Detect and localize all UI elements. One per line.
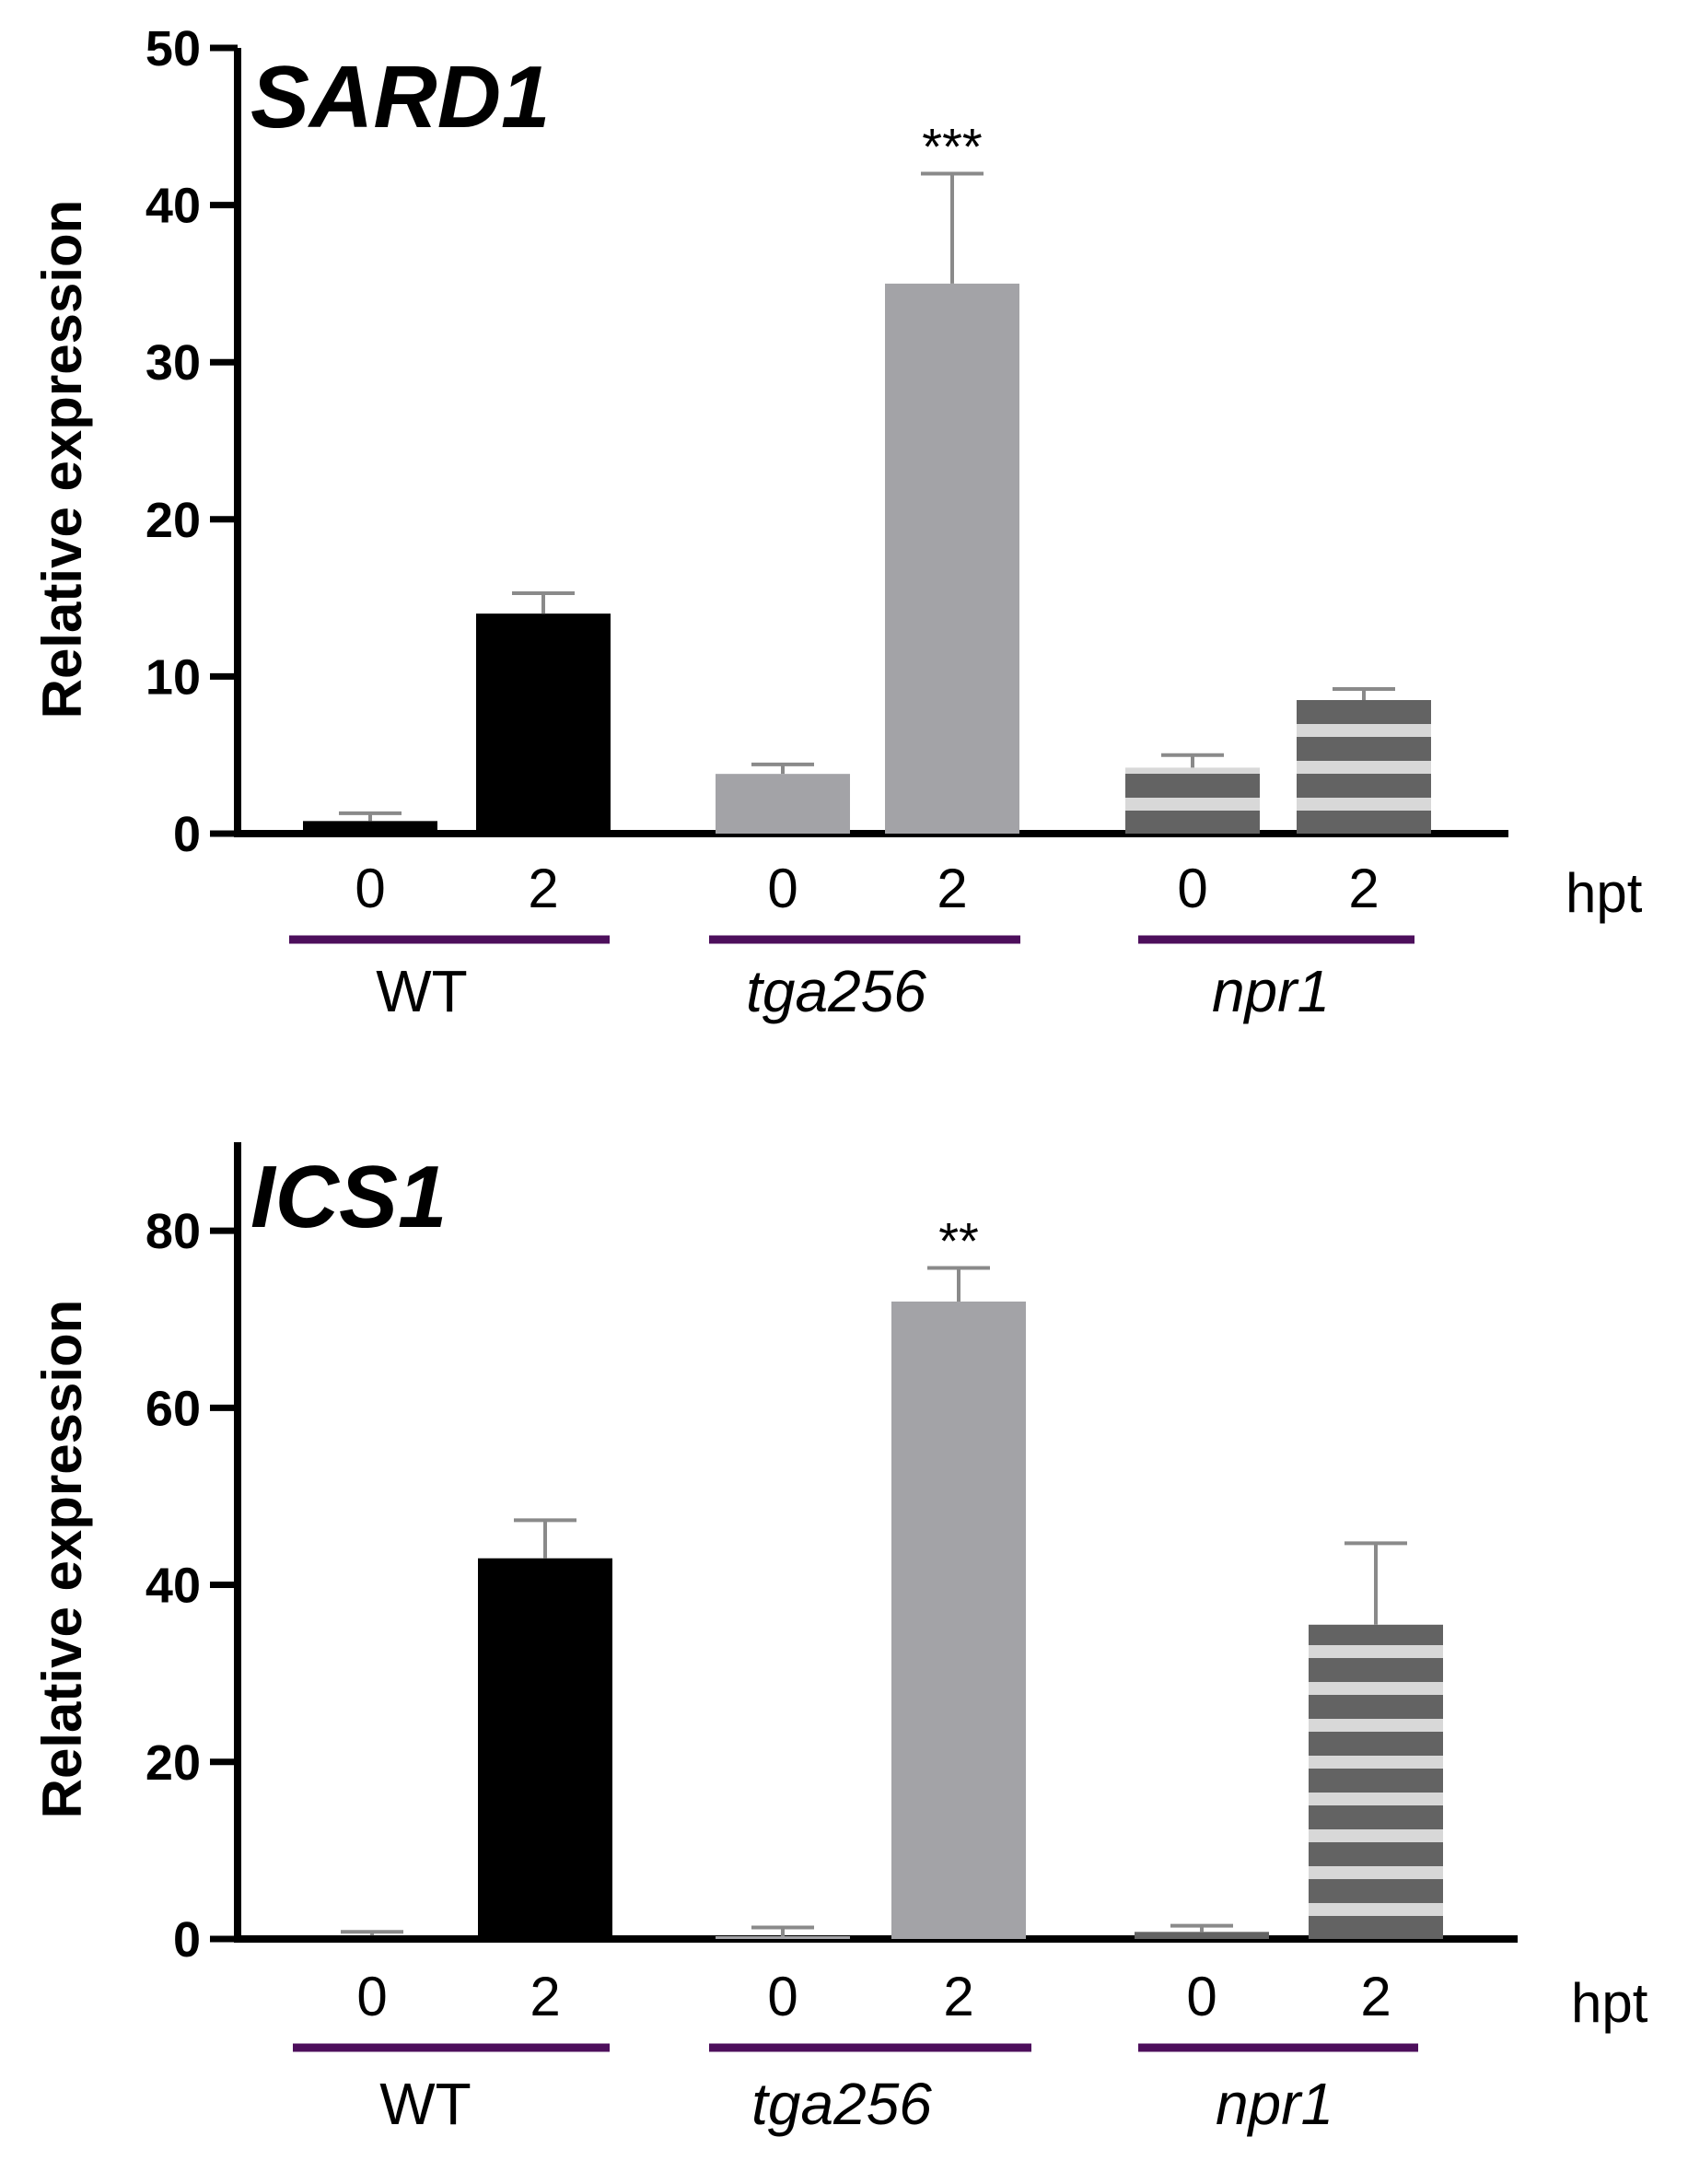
x-tick-label: 0 — [355, 858, 385, 919]
x-tick-label: 2 — [528, 858, 558, 919]
bar-WT-2h — [478, 1558, 612, 1939]
group-label-WT: WT — [376, 958, 468, 1024]
x-tick-label: 0 — [1177, 858, 1207, 919]
y-tick-label: 50 — [146, 21, 201, 76]
y-tick-label: 0 — [173, 807, 201, 862]
y-tick-label: 10 — [146, 649, 201, 705]
bar-npr1-0h — [1125, 767, 1260, 834]
y-tick-label: 40 — [146, 179, 201, 234]
x-tick-label: 0 — [356, 1966, 387, 2027]
group-label-npr1: npr1 — [1212, 958, 1330, 1024]
x-tick-label: 0 — [767, 858, 797, 919]
y-tick-label: 20 — [146, 493, 201, 548]
bar-tga256-2h — [891, 1302, 1026, 1939]
y-tick-label: 40 — [146, 1559, 201, 1614]
chart-title: SARD1 — [250, 48, 550, 146]
x-tick-label: 0 — [767, 1966, 797, 2027]
x-tick-label: 2 — [943, 1966, 973, 2027]
group-label-WT: WT — [379, 2071, 471, 2137]
chart-title: ICS1 — [250, 1148, 447, 1246]
y-tick-label: 80 — [146, 1204, 201, 1259]
bar-npr1-2h — [1309, 1624, 1443, 1939]
y-tick-label: 0 — [173, 1912, 201, 1968]
bar-WT-2h — [476, 613, 611, 834]
y-tick-label: 30 — [146, 335, 201, 391]
x-tick-label: 2 — [937, 858, 967, 919]
x-tick-label: 2 — [1348, 858, 1379, 919]
y-axis-label: Relative expression — [31, 200, 93, 719]
x-tick-label: 2 — [1360, 1966, 1391, 2027]
x-tick-label: 2 — [530, 1966, 560, 2027]
significance-label: *** — [922, 117, 982, 175]
bar-WT-0h — [303, 821, 437, 834]
unit-label-hpt: hpt — [1566, 862, 1643, 924]
bar-npr1-0h — [1135, 1932, 1269, 1939]
bar-npr1-2h — [1297, 699, 1431, 834]
group-label-tga256: tga256 — [751, 2071, 932, 2137]
bar-tga256-0h — [716, 774, 850, 834]
group-label-npr1: npr1 — [1216, 2071, 1333, 2137]
y-tick-label: 60 — [146, 1381, 201, 1436]
group-label-tga256: tga256 — [746, 958, 926, 1024]
x-tick-label: 0 — [1186, 1966, 1217, 2027]
bar-tga256-2h — [885, 283, 1019, 834]
y-tick-label: 20 — [146, 1735, 201, 1791]
bar-WT-0h — [305, 1935, 439, 1939]
unit-label-hpt: hpt — [1571, 1972, 1648, 2034]
y-axis-label: Relative expression — [31, 1300, 93, 1819]
bar-tga256-0h — [716, 1936, 850, 1939]
significance-label: ** — [938, 1211, 979, 1269]
